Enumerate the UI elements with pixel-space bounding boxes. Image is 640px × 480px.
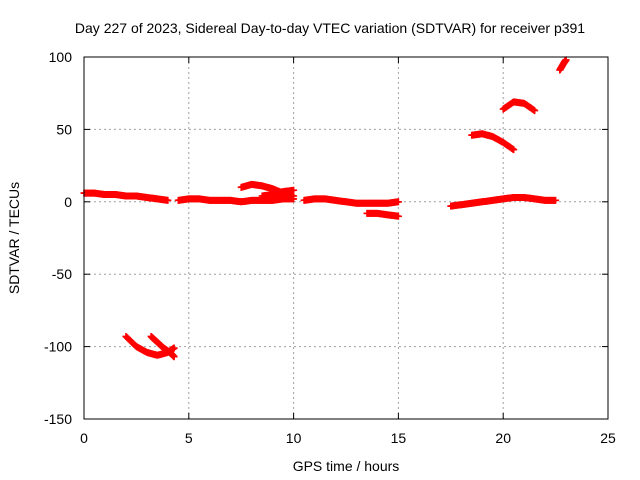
series-track-c (237, 180, 298, 200)
data-point (170, 344, 178, 352)
series-track-j (556, 56, 570, 74)
series-track-e (300, 195, 402, 207)
data-point (552, 196, 560, 204)
data-point (170, 353, 178, 361)
series-track-i (499, 98, 539, 115)
x-tick-label: 25 (600, 430, 616, 446)
data-points (80, 56, 570, 361)
y-ticks: -150 -100 -50 0 50 100 (44, 49, 608, 427)
y-tick-label: 50 (56, 121, 72, 137)
series-track-g (447, 193, 560, 210)
grid (84, 57, 608, 419)
data-point (394, 198, 402, 206)
data-point (290, 186, 298, 194)
y-axis-label: SDTVAR / TECUs (6, 182, 22, 294)
y-tick-label: 100 (49, 49, 73, 65)
data-point (394, 212, 402, 220)
y-tick-label: -150 (44, 411, 72, 427)
series-track-a (80, 189, 172, 204)
x-ticks: 0 5 10 15 20 25 (80, 57, 616, 446)
series-track-f (363, 209, 402, 220)
data-point (562, 56, 570, 64)
x-tick-label: 5 (185, 430, 193, 446)
x-tick-label: 0 (80, 430, 88, 446)
series-track-d (258, 186, 298, 200)
y-tick-label: -50 (52, 266, 72, 282)
x-tick-label: 20 (495, 430, 511, 446)
y-tick-label: 0 (64, 194, 72, 210)
data-point (164, 196, 172, 204)
series-track-l (147, 332, 178, 361)
plot-frame (83, 56, 609, 420)
chart-title: Day 227 of 2023, Sidereal Day-to-day VTE… (75, 20, 585, 36)
y-tick-label: -100 (44, 339, 72, 355)
series-track-b (174, 195, 298, 206)
series-track-h (468, 130, 518, 154)
data-point (531, 107, 539, 115)
x-axis-label: GPS time / hours (293, 458, 400, 474)
data-point (510, 146, 518, 154)
x-tick-label: 15 (391, 430, 407, 446)
x-tick-label: 10 (286, 430, 302, 446)
